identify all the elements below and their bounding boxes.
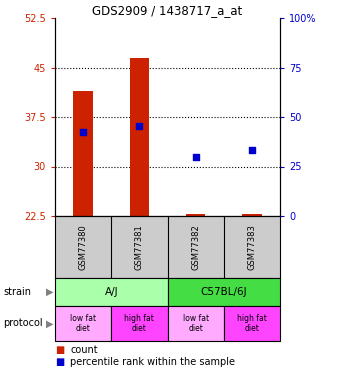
Bar — [186, 214, 205, 216]
Point — [193, 154, 198, 160]
Point — [137, 123, 142, 129]
Bar — [224, 306, 280, 341]
Text: GSM77380: GSM77380 — [79, 224, 88, 270]
Text: ■: ■ — [55, 345, 64, 355]
Text: strain: strain — [3, 287, 31, 297]
Bar — [168, 278, 280, 306]
Text: C57BL/6J: C57BL/6J — [201, 287, 247, 297]
Text: GSM77381: GSM77381 — [135, 224, 144, 270]
Text: A/J: A/J — [104, 287, 118, 297]
Bar — [55, 278, 168, 306]
Text: protocol: protocol — [3, 318, 43, 328]
Bar — [111, 306, 168, 341]
Text: GSM77383: GSM77383 — [248, 224, 256, 270]
Point — [249, 147, 255, 153]
Text: ■: ■ — [55, 357, 64, 367]
Text: low fat
diet: low fat diet — [183, 314, 209, 333]
Text: low fat
diet: low fat diet — [70, 314, 96, 333]
Bar — [242, 214, 262, 216]
Text: high fat
diet: high fat diet — [237, 314, 267, 333]
Bar — [73, 91, 93, 216]
Text: GSM77382: GSM77382 — [191, 224, 200, 270]
Text: count: count — [70, 345, 98, 355]
Text: ▶: ▶ — [46, 318, 53, 328]
Point — [80, 129, 86, 135]
Bar — [130, 58, 149, 216]
Title: GDS2909 / 1438717_a_at: GDS2909 / 1438717_a_at — [92, 4, 243, 17]
Bar — [168, 306, 224, 341]
Text: high fat
diet: high fat diet — [124, 314, 154, 333]
Text: percentile rank within the sample: percentile rank within the sample — [70, 357, 235, 367]
Text: ▶: ▶ — [46, 287, 53, 297]
Bar — [55, 306, 111, 341]
